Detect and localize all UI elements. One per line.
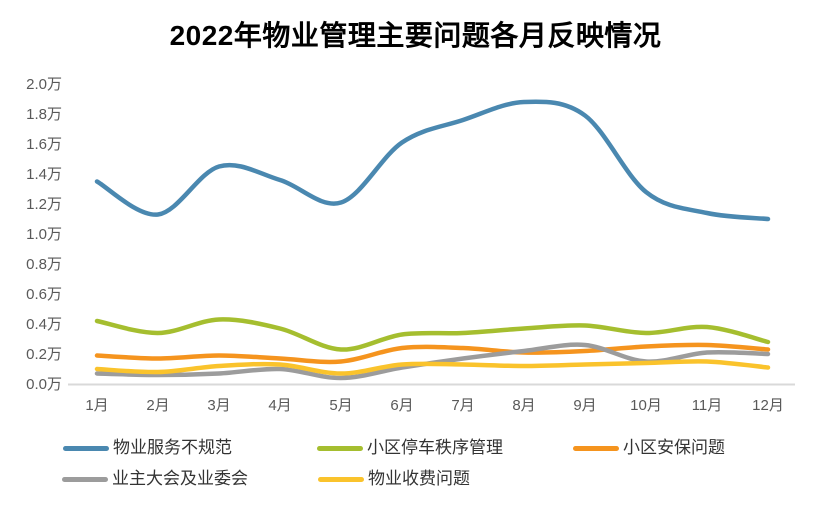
legend-label: 业主大会及业委会 — [112, 469, 248, 488]
y-axis-tick-label: 0.6万 — [26, 286, 62, 303]
y-axis-tick-label: 2.0万 — [26, 76, 62, 93]
x-axis-tick-label: 5月 — [329, 397, 352, 414]
y-axis-tick-label: 1.2万 — [26, 196, 62, 213]
y-axis-tick-label: 0.0万 — [26, 376, 62, 393]
legend-item-4: 业主大会及业委会 — [62, 468, 248, 490]
series-line-5 — [94, 359, 771, 376]
x-axis-tick-label: 11月 — [692, 397, 723, 414]
legend-swatch — [317, 445, 363, 451]
legend-label: 物业服务不规范 — [113, 438, 232, 457]
chart-title: 2022年物业管理主要问题各月反映情况 — [169, 20, 662, 51]
legend-label: 小区安保问题 — [623, 438, 725, 457]
y-axis-tick-label: 0.4万 — [26, 316, 62, 333]
x-axis-tick-label: 9月 — [573, 397, 596, 414]
y-axis-tick-label: 1.4万 — [26, 166, 62, 183]
x-axis-tick-label: 12月 — [752, 397, 784, 414]
y-axis-tick-label: 1.8万 — [26, 106, 62, 123]
legend-label: 物业收费问题 — [368, 469, 470, 488]
legend-swatch — [573, 445, 619, 451]
legend-swatch — [62, 476, 108, 482]
x-axis-tick-label: 7月 — [451, 397, 474, 414]
x-axis-tick-label: 4月 — [268, 397, 291, 414]
legend-item-3: 小区安保问题 — [573, 437, 725, 459]
y-axis-tick-label: 1.0万 — [26, 226, 62, 243]
legend-swatch — [318, 476, 364, 482]
series-line-2 — [94, 317, 771, 352]
x-axis-tick-label: 6月 — [390, 397, 413, 414]
series-line-1 — [94, 99, 771, 222]
y-axis-tick-label: 1.6万 — [26, 136, 62, 153]
legend-item-5: 物业收费问题 — [318, 468, 470, 490]
legend-item-1: 物业服务不规范 — [63, 437, 232, 459]
x-axis-tick-label: 1月 — [85, 397, 108, 414]
legend-label: 小区停车秩序管理 — [367, 438, 503, 457]
x-axis-tick-label: 8月 — [512, 397, 535, 414]
series-line-3 — [94, 342, 771, 365]
legend-swatch — [63, 445, 109, 451]
x-axis-tick-label: 10月 — [630, 397, 662, 414]
x-axis-tick-label: 2月 — [146, 397, 169, 414]
legend-item-2: 小区停车秩序管理 — [317, 437, 503, 459]
y-axis-tick-label: 0.8万 — [26, 256, 62, 273]
y-axis-tick-label: 0.2万 — [26, 346, 62, 363]
x-axis-tick-label: 3月 — [207, 397, 230, 414]
